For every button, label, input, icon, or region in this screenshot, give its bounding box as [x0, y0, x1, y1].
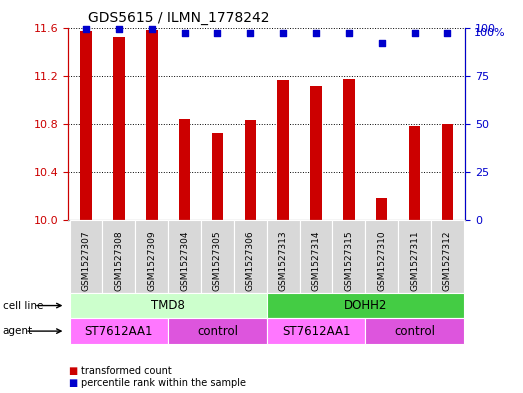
- Text: control: control: [197, 325, 238, 338]
- Bar: [179, 119, 190, 220]
- Text: cell line: cell line: [3, 301, 43, 310]
- Text: GDS5615 / ILMN_1778242: GDS5615 / ILMN_1778242: [88, 11, 269, 25]
- Bar: [212, 133, 223, 220]
- Bar: [343, 79, 355, 220]
- Text: TMD8: TMD8: [151, 299, 185, 312]
- Text: GSM1527309: GSM1527309: [147, 230, 156, 291]
- Text: ST7612AA1: ST7612AA1: [85, 325, 153, 338]
- Point: [147, 26, 156, 33]
- Text: GSM1527312: GSM1527312: [443, 230, 452, 291]
- Point: [345, 30, 353, 37]
- Text: agent: agent: [3, 326, 33, 336]
- Text: DOHH2: DOHH2: [344, 299, 387, 312]
- Text: GSM1527305: GSM1527305: [213, 230, 222, 291]
- Text: GSM1527311: GSM1527311: [410, 230, 419, 291]
- Text: GSM1527304: GSM1527304: [180, 230, 189, 291]
- Text: GSM1527308: GSM1527308: [115, 230, 123, 291]
- Text: percentile rank within the sample: percentile rank within the sample: [81, 378, 246, 388]
- Text: GSM1527314: GSM1527314: [312, 230, 321, 291]
- Bar: [409, 126, 420, 220]
- Point: [279, 30, 287, 37]
- Text: ■: ■: [68, 366, 77, 376]
- Point: [378, 40, 386, 46]
- Text: ST7612AA1: ST7612AA1: [282, 325, 350, 338]
- Bar: [146, 30, 157, 220]
- Point: [411, 30, 419, 37]
- Point: [213, 30, 222, 37]
- Point: [115, 26, 123, 33]
- Bar: [310, 86, 322, 220]
- Text: transformed count: transformed count: [81, 366, 172, 376]
- Text: GSM1527306: GSM1527306: [246, 230, 255, 291]
- Text: GSM1527310: GSM1527310: [377, 230, 386, 291]
- Point: [312, 30, 320, 37]
- Point: [246, 30, 255, 37]
- Text: GSM1527307: GSM1527307: [82, 230, 90, 291]
- Text: GSM1527313: GSM1527313: [279, 230, 288, 291]
- Text: ■: ■: [68, 378, 77, 388]
- Bar: [277, 81, 289, 220]
- Bar: [245, 120, 256, 220]
- Text: GSM1527315: GSM1527315: [344, 230, 354, 291]
- Bar: [441, 124, 453, 220]
- Text: 100%: 100%: [473, 28, 505, 37]
- Text: control: control: [394, 325, 435, 338]
- Bar: [376, 198, 388, 220]
- Bar: [113, 37, 124, 220]
- Point: [180, 30, 189, 37]
- Bar: [81, 31, 92, 220]
- Point: [443, 30, 451, 37]
- Point: [82, 26, 90, 33]
